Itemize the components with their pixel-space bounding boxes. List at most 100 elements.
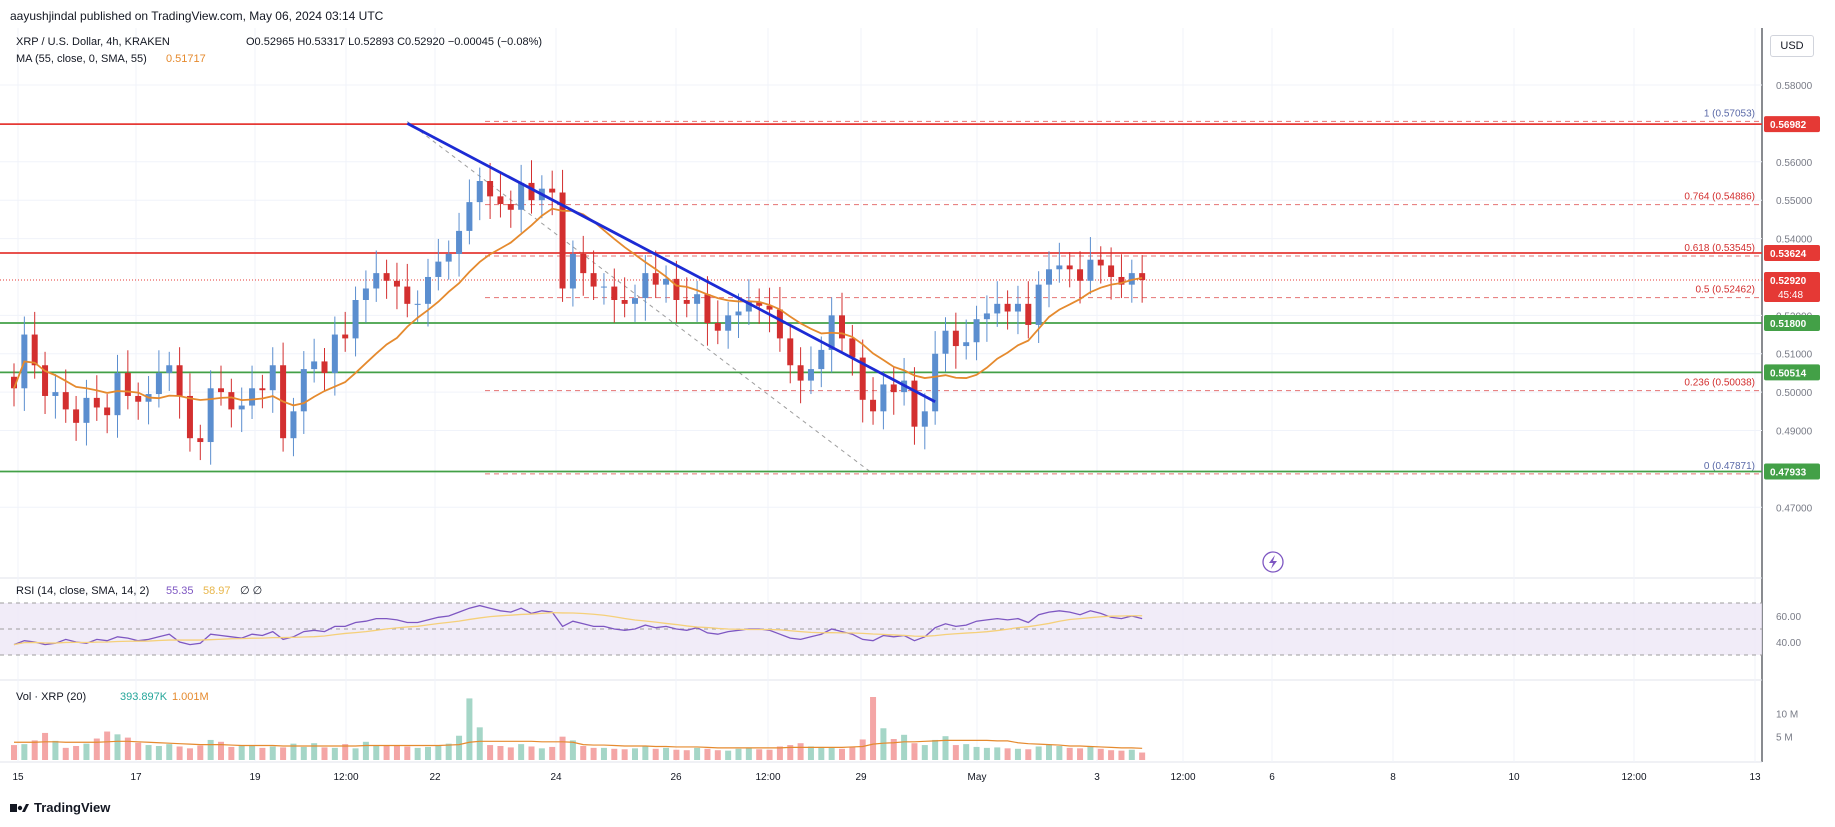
candle-body: [1014, 303, 1021, 312]
candle-body: [393, 280, 400, 287]
candle-body: [528, 182, 535, 201]
candle-body: [42, 365, 49, 396]
volume-bar: [859, 739, 866, 760]
volume-bar: [735, 748, 742, 760]
volume-bar: [197, 745, 204, 760]
candle-body: [973, 319, 980, 343]
volume-bar: [93, 738, 100, 760]
volume-bar: [155, 746, 162, 760]
candle-body: [62, 392, 69, 410]
volume-bar: [901, 734, 908, 760]
candle-body: [1128, 273, 1135, 285]
candle-body: [652, 273, 659, 285]
candle-body: [383, 273, 390, 281]
legend-ma: MA (55, close, 0, SMA, 55): [16, 53, 147, 65]
price-label-box: [1764, 245, 1820, 262]
candle-body: [300, 369, 307, 412]
volume-bar: [642, 746, 649, 760]
candle-body: [590, 273, 597, 287]
candle-body: [766, 305, 773, 310]
volume-bar: [280, 747, 287, 760]
price-label-box: [1764, 116, 1820, 133]
price-label-text: 0.52920: [1770, 276, 1807, 287]
volume-bar: [73, 746, 80, 760]
candle-body: [362, 288, 369, 300]
volume-bar: [756, 749, 763, 760]
currency-button[interactable]: USD: [1770, 35, 1814, 57]
volume-bar: [580, 746, 587, 760]
price-tick-label: 0.58000: [1776, 81, 1813, 92]
volume-bar: [849, 746, 856, 760]
candle-body: [342, 334, 349, 339]
candle-body: [704, 294, 711, 324]
rsi-tick-label: 40.00: [1776, 638, 1801, 649]
volume-bar: [725, 750, 732, 760]
volume-bar: [62, 747, 69, 760]
candle-body: [114, 372, 121, 416]
volume-bar: [507, 747, 514, 760]
rsi-line: [13, 604, 1143, 646]
candle-body: [404, 286, 411, 304]
price-label-box: [1764, 315, 1820, 332]
volume-bar: [932, 739, 939, 760]
candle-body: [890, 384, 897, 393]
price-tick-label: 0.49000: [1776, 427, 1813, 438]
candle-body: [994, 303, 1001, 314]
candle-body: [880, 384, 887, 412]
lightning-icon[interactable]: [1262, 551, 1284, 573]
candle-body: [259, 388, 266, 391]
volume-bar: [445, 743, 452, 760]
candle-body: [983, 313, 990, 320]
volume-ma-value: 1.001M: [172, 691, 209, 703]
volume-bar: [569, 740, 576, 760]
volume-bar: [166, 744, 173, 760]
volume-bar: [487, 745, 494, 760]
candle-body: [1108, 265, 1115, 277]
volume-bar: [435, 746, 442, 760]
volume-bar: [1087, 746, 1094, 760]
candle-body: [155, 372, 162, 395]
volume-bar: [528, 746, 535, 760]
rsi-pane: 60.00 40.00: [0, 602, 1801, 656]
volume-bar: [1097, 748, 1104, 760]
volume-bar: [1025, 749, 1032, 760]
trendline: [406, 122, 936, 403]
volume-bar: [518, 744, 525, 760]
candle-body: [642, 273, 649, 299]
volume-bar: [880, 728, 887, 760]
candle-body: [435, 261, 442, 277]
volume-bar: [745, 747, 752, 760]
candle-body: [414, 303, 421, 305]
volume-bar: [807, 746, 814, 760]
candle-body: [683, 300, 690, 304]
volume-bar: [331, 747, 338, 760]
price-label-box: [1764, 364, 1820, 381]
volume-bar: [870, 697, 877, 760]
volume-bar: [218, 741, 224, 760]
volume-bar: [694, 747, 701, 760]
candle-body: [580, 253, 587, 274]
volume-bar: [973, 746, 980, 760]
candlestick-series: [11, 160, 1146, 465]
volume-bar: [259, 747, 266, 760]
candle-body: [321, 361, 328, 373]
candle-body: [197, 438, 204, 443]
candle-body: [1004, 303, 1011, 312]
volume-bar: [207, 739, 214, 760]
price-label-text: 0.50514: [1770, 368, 1807, 379]
volume-bar: [673, 749, 680, 760]
candle-body: [559, 192, 566, 289]
volume-bar: [663, 747, 670, 760]
candle-body: [83, 397, 90, 423]
price-label-text: 0.56982: [1770, 120, 1807, 131]
candle-body: [1118, 276, 1125, 285]
volume-bar: [456, 735, 463, 760]
candle-body: [673, 278, 680, 300]
rsi-legend: RSI (14, close, SMA, 14, 2): [16, 585, 149, 597]
candle-body: [787, 338, 794, 366]
volume-value: 393.897K: [120, 691, 168, 703]
price-label-box: [1764, 463, 1820, 480]
fib-level-label: 0.5 (0.52462): [1696, 285, 1756, 296]
volume-bar: [52, 740, 59, 760]
volume-bar: [714, 750, 721, 760]
